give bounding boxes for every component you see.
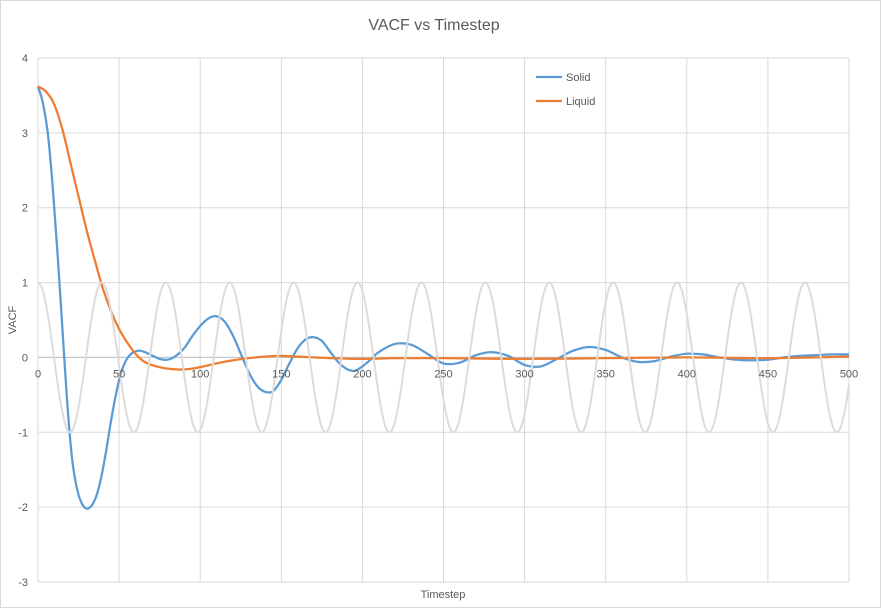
y-axis-title: VACF (7, 305, 19, 334)
y-tick-label: 2 (22, 203, 28, 215)
grid-lines (37, 57, 850, 583)
y-tick-label: 3 (22, 128, 28, 140)
y-tick-label: -2 (18, 502, 28, 514)
series-line-unnamed (37, 281, 850, 434)
x-tick-label: 400 (678, 368, 696, 380)
x-tick-label: 450 (759, 368, 777, 380)
legend: Solid Liquid (536, 72, 595, 108)
x-tick-label: 150 (272, 368, 290, 380)
x-tick-label: 350 (597, 368, 615, 380)
x-axis-title: Timestep (421, 589, 466, 601)
y-tick-label: 4 (22, 53, 28, 65)
x-tick-label: 50 (113, 368, 125, 380)
chart-title: VACF vs Timestep (368, 17, 499, 34)
y-tick-label: 1 (22, 278, 28, 290)
y-tick-label: -3 (18, 577, 28, 589)
series-line-solid (36, 86, 850, 510)
series-layer (36, 85, 850, 510)
tick-labels: -3 -2 -1 0 1 2 3 4 0 50 100 150 200 250 300 350 400 450 50… (18, 53, 858, 589)
x-tick-label: 100 (191, 368, 209, 380)
x-tick-label: 200 (353, 368, 371, 380)
x-tick-label: 300 (515, 368, 533, 380)
x-tick-label: 0 (35, 368, 41, 380)
y-tick-label: -1 (18, 427, 28, 439)
y-tick-label: 0 (22, 352, 28, 364)
legend-label-liquid: Liquid (566, 96, 595, 108)
x-tick-label: 500 (840, 368, 858, 380)
x-tick-label: 250 (434, 368, 452, 380)
legend-label-solid: Solid (566, 72, 590, 84)
